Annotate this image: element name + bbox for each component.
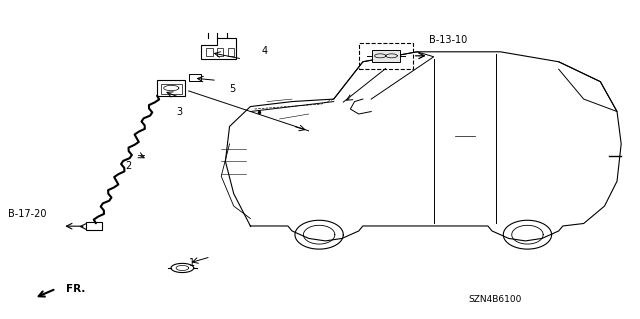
- Text: B-13-10: B-13-10: [429, 35, 467, 45]
- Text: SZN4B6100: SZN4B6100: [468, 295, 522, 304]
- Text: B-17-20: B-17-20: [8, 209, 47, 219]
- Text: FR.: FR.: [65, 284, 85, 294]
- Polygon shape: [372, 50, 400, 62]
- Text: 1: 1: [189, 258, 195, 268]
- Text: 4: 4: [261, 46, 268, 56]
- Text: 3: 3: [176, 107, 182, 117]
- Text: 2: 2: [125, 161, 132, 171]
- Text: 5: 5: [230, 84, 236, 94]
